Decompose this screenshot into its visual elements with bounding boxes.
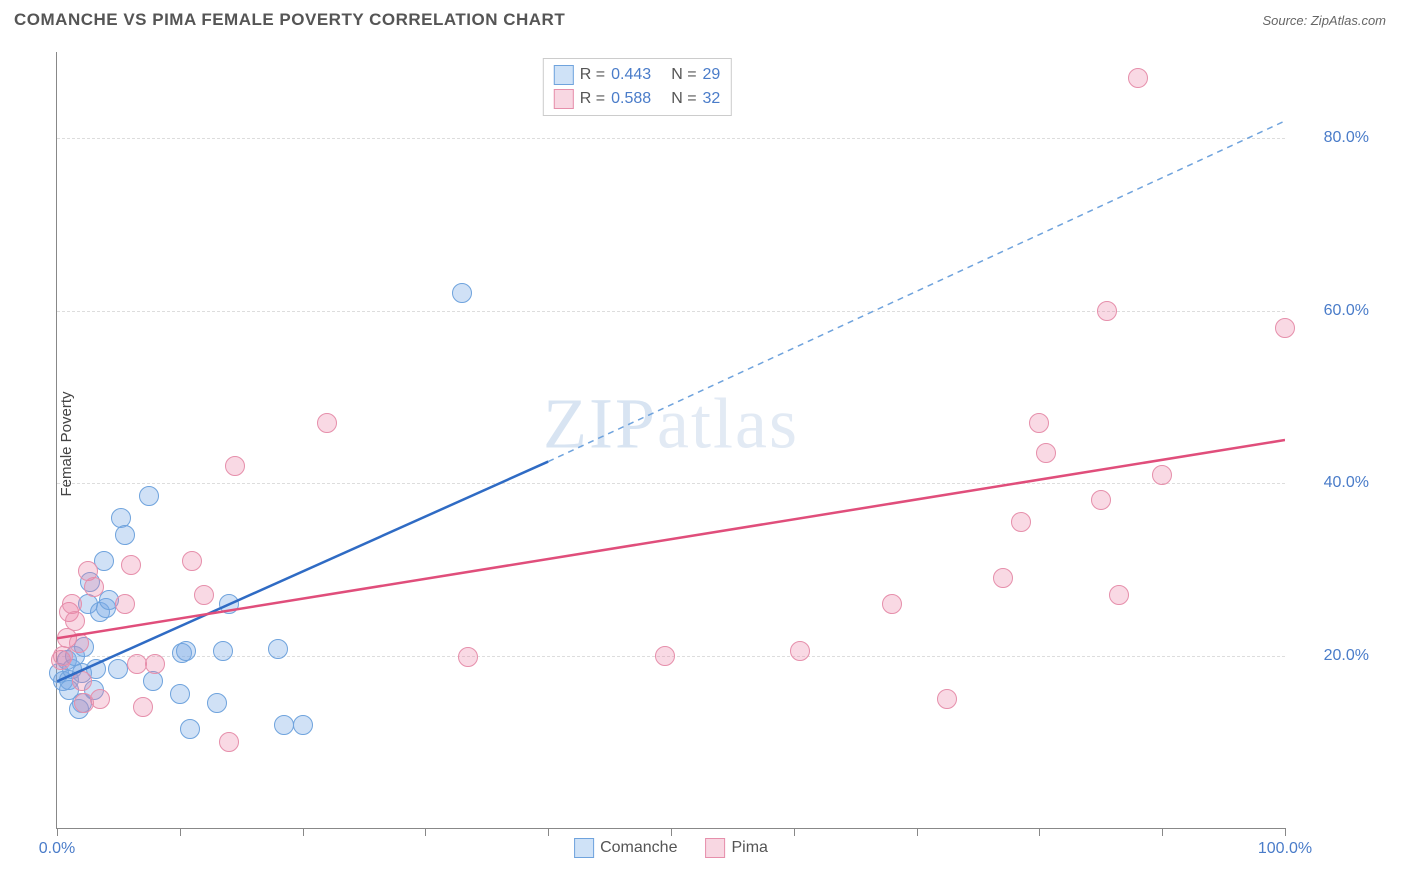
data-point — [458, 647, 478, 667]
y-tick-label: 60.0% — [1324, 302, 1369, 320]
series-legend: Comanche Pima — [574, 838, 768, 858]
data-point — [1128, 68, 1148, 88]
data-point — [115, 594, 135, 614]
data-point — [194, 585, 214, 605]
data-point — [1029, 413, 1049, 433]
data-point — [121, 555, 141, 575]
legend-swatch — [574, 838, 594, 858]
x-tick — [548, 828, 549, 836]
data-point — [176, 641, 196, 661]
x-tick — [425, 828, 426, 836]
legend-row: R = 0.588 N = 32 — [554, 87, 721, 111]
x-tick — [180, 828, 181, 836]
data-point — [74, 693, 94, 713]
x-tick — [1039, 828, 1040, 836]
data-point — [72, 671, 92, 691]
data-point — [69, 633, 89, 653]
data-point — [127, 654, 147, 674]
gridline — [57, 483, 1285, 484]
y-tick-label: 80.0% — [1324, 129, 1369, 147]
legend-r-label: R = — [580, 90, 605, 108]
data-point — [317, 413, 337, 433]
data-point — [1275, 318, 1295, 338]
trend-lines — [57, 52, 1285, 828]
data-point — [139, 486, 159, 506]
legend-swatch — [554, 65, 574, 85]
gridline — [57, 138, 1285, 139]
legend-swatch — [705, 838, 725, 858]
x-tick — [303, 828, 304, 836]
data-point — [219, 732, 239, 752]
data-point — [882, 594, 902, 614]
x-tick-label: 0.0% — [39, 840, 75, 858]
legend-n-label: N = — [671, 90, 696, 108]
x-tick-label: 100.0% — [1258, 840, 1312, 858]
data-point — [108, 659, 128, 679]
data-point — [790, 641, 810, 661]
data-point — [225, 456, 245, 476]
y-tick-label: 20.0% — [1324, 647, 1369, 665]
data-point — [274, 715, 294, 735]
source-label: Source: ZipAtlas.com — [1262, 13, 1386, 28]
legend-series-item: Pima — [705, 838, 767, 858]
correlation-legend: R = 0.443 N = 29 R = 0.588 N = 32 — [543, 58, 732, 116]
data-point — [143, 671, 163, 691]
x-tick — [1285, 828, 1286, 836]
data-point — [182, 551, 202, 571]
legend-n-label: N = — [671, 66, 696, 84]
data-point — [1097, 301, 1117, 321]
legend-n-value: 29 — [703, 66, 721, 84]
data-point — [655, 646, 675, 666]
legend-series-label: Comanche — [600, 839, 677, 857]
data-point — [1011, 512, 1031, 532]
legend-r-label: R = — [580, 66, 605, 84]
legend-r-value: 0.588 — [611, 90, 651, 108]
legend-series-item: Comanche — [574, 838, 677, 858]
data-point — [65, 611, 85, 631]
data-point — [219, 594, 239, 614]
data-point — [180, 719, 200, 739]
data-point — [1152, 465, 1172, 485]
data-point — [207, 693, 227, 713]
y-tick-label: 40.0% — [1324, 474, 1369, 492]
x-tick — [794, 828, 795, 836]
legend-row: R = 0.443 N = 29 — [554, 63, 721, 87]
legend-n-value: 32 — [703, 90, 721, 108]
data-point — [170, 684, 190, 704]
legend-r-value: 0.443 — [611, 66, 651, 84]
data-point — [293, 715, 313, 735]
data-point — [213, 641, 233, 661]
data-point — [937, 689, 957, 709]
x-tick — [57, 828, 58, 836]
data-point — [1091, 490, 1111, 510]
data-point — [115, 525, 135, 545]
x-tick — [671, 828, 672, 836]
data-point — [993, 568, 1013, 588]
legend-series-label: Pima — [731, 839, 767, 857]
chart-container: Female Poverty ZIPatlas R =0.443N =29R =… — [48, 44, 1388, 844]
data-point — [145, 654, 165, 674]
data-point — [1109, 585, 1129, 605]
data-point — [133, 697, 153, 717]
x-tick — [1162, 828, 1163, 836]
data-point — [1036, 443, 1056, 463]
data-point — [84, 577, 104, 597]
watermark: ZIPatlas — [543, 383, 799, 466]
legend-swatch — [554, 89, 574, 109]
chart-title: COMANCHE VS PIMA FEMALE POVERTY CORRELAT… — [14, 10, 565, 30]
data-point — [452, 283, 472, 303]
x-tick — [917, 828, 918, 836]
plot-area: ZIPatlas R =0.443N =29R =0.588N =32 Coma… — [56, 52, 1285, 829]
data-point — [268, 639, 288, 659]
